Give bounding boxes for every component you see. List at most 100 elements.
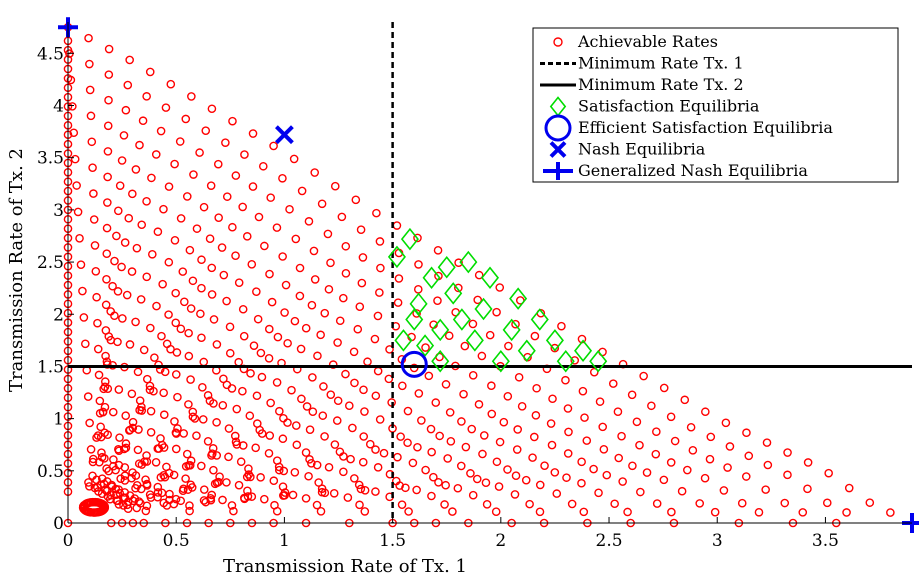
achievable-rate-point bbox=[822, 498, 832, 508]
achievable-rate-point bbox=[160, 472, 170, 482]
x-tick-label: 3 bbox=[712, 531, 723, 551]
achievable-rate-point bbox=[433, 246, 443, 255]
achievable-rate-point bbox=[540, 461, 549, 470]
achievable-rate-point bbox=[312, 460, 322, 470]
achievable-rate-point bbox=[269, 476, 279, 486]
achievable-rate-point bbox=[642, 468, 652, 477]
achievable-rate-point bbox=[513, 425, 522, 434]
achievable-rate-point bbox=[137, 406, 147, 415]
achievable-rate-point bbox=[359, 385, 368, 395]
achievable-rate-point bbox=[152, 301, 161, 311]
achievable-rate-point bbox=[379, 448, 389, 458]
x-tick-label: 3.5 bbox=[812, 531, 839, 551]
achievable-rate-point bbox=[320, 488, 330, 498]
achievable-rate-point bbox=[683, 465, 692, 475]
achievable-rate-point bbox=[68, 102, 77, 111]
achievable-rate-point bbox=[341, 241, 351, 251]
achievable-rate-point bbox=[339, 452, 348, 461]
achievable-rate-point bbox=[444, 331, 454, 341]
achievable-rate-point bbox=[608, 379, 618, 388]
achievable-rate-point bbox=[494, 482, 504, 491]
satisfaction-equilibrium-point bbox=[517, 339, 536, 363]
achievable-rate-point bbox=[117, 156, 127, 165]
x-tick-label: 1.5 bbox=[379, 531, 406, 551]
achievable-rate-point bbox=[302, 402, 312, 411]
satisfaction-equilibrium-point bbox=[530, 308, 549, 331]
achievable-rate-point bbox=[121, 439, 131, 448]
achievable-rate-point bbox=[212, 451, 222, 460]
satisfaction-equilibrium-point bbox=[387, 245, 406, 269]
achievable-rate-point bbox=[142, 197, 151, 206]
achievable-rate-point bbox=[115, 433, 124, 442]
achievable-rate-point bbox=[230, 431, 240, 441]
achievable-rate-point bbox=[170, 159, 179, 169]
achievable-rate-point bbox=[468, 370, 478, 380]
achievable-rate-point bbox=[395, 481, 404, 490]
achievable-rate-point bbox=[227, 384, 237, 393]
achievable-rate-point bbox=[495, 437, 505, 447]
achievable-rate-point bbox=[232, 404, 242, 414]
y-tick-label: 0 bbox=[53, 514, 64, 534]
achievable-rate-point bbox=[376, 263, 385, 273]
achievable-rate-point bbox=[186, 375, 195, 384]
achievable-rate-point bbox=[102, 249, 112, 258]
achievable-rate-point bbox=[76, 260, 86, 269]
achievable-rate-point bbox=[563, 449, 573, 458]
achievable-rate-point bbox=[479, 431, 489, 440]
legend-marker bbox=[549, 141, 567, 158]
achievable-rate-point bbox=[121, 443, 131, 453]
achievable-rate-point bbox=[397, 500, 407, 509]
achievable-rate-point bbox=[90, 241, 100, 250]
achievable-rate-point bbox=[190, 414, 200, 423]
achievable-rate-point bbox=[297, 394, 306, 404]
achievable-rate-point bbox=[346, 454, 355, 464]
achievable-rate-point bbox=[269, 141, 278, 151]
achievable-rate-point bbox=[272, 506, 282, 516]
achievable-rate-point bbox=[188, 412, 198, 422]
achievable-rate-point bbox=[371, 487, 380, 496]
satisfaction-equilibrium-point bbox=[491, 349, 510, 373]
achievable-rate-point bbox=[700, 473, 710, 483]
achievable-rate-point bbox=[312, 500, 322, 510]
achievable-rate-point bbox=[101, 351, 110, 361]
achievable-rate-point bbox=[363, 357, 372, 367]
achievable-rate-point bbox=[257, 372, 267, 382]
achievable-rate-point bbox=[492, 457, 502, 467]
achievable-rate-point bbox=[577, 457, 586, 467]
achievable-rate-point bbox=[456, 461, 466, 471]
achievable-rate-point bbox=[468, 490, 478, 500]
achievable-rate-point bbox=[234, 480, 244, 490]
achievable-rate-point bbox=[134, 425, 143, 434]
achievable-rate-point bbox=[164, 257, 174, 267]
achievable-rate-point bbox=[350, 378, 359, 388]
achievable-rate-point bbox=[242, 472, 252, 482]
achievable-rate-point bbox=[199, 202, 209, 212]
achievable-rate-point bbox=[185, 501, 194, 510]
achievable-rate-point bbox=[172, 348, 182, 357]
achievable-rate-point bbox=[100, 501, 109, 511]
achievable-rate-point bbox=[320, 432, 329, 441]
achievable-rate-point bbox=[594, 488, 603, 498]
achievable-rate-point bbox=[348, 423, 357, 433]
achievable-rate-point bbox=[132, 480, 142, 490]
achievable-rate-point bbox=[264, 354, 274, 363]
achievable-rate-point bbox=[474, 400, 484, 409]
achievable-rate-point bbox=[531, 411, 541, 420]
achievable-rate-point bbox=[355, 302, 365, 311]
achievable-rate-point bbox=[320, 308, 330, 318]
achievable-rate-point bbox=[188, 276, 198, 286]
achievable-rate-point bbox=[224, 424, 234, 433]
achievable-rate-point bbox=[142, 479, 152, 489]
achievable-rate-point bbox=[651, 449, 661, 459]
achievable-rate-point bbox=[623, 507, 632, 517]
achievable-rate-point bbox=[222, 296, 231, 306]
achievable-rate-point bbox=[408, 458, 418, 468]
achievable-rate-point bbox=[176, 214, 186, 223]
achievable-rate-point bbox=[95, 396, 105, 406]
achievable-rate-point bbox=[580, 413, 589, 422]
achievable-rate-point bbox=[525, 499, 534, 509]
achievable-rate-point bbox=[666, 458, 676, 467]
achievable-rate-point bbox=[153, 482, 163, 492]
achievable-rate-point bbox=[69, 128, 79, 138]
